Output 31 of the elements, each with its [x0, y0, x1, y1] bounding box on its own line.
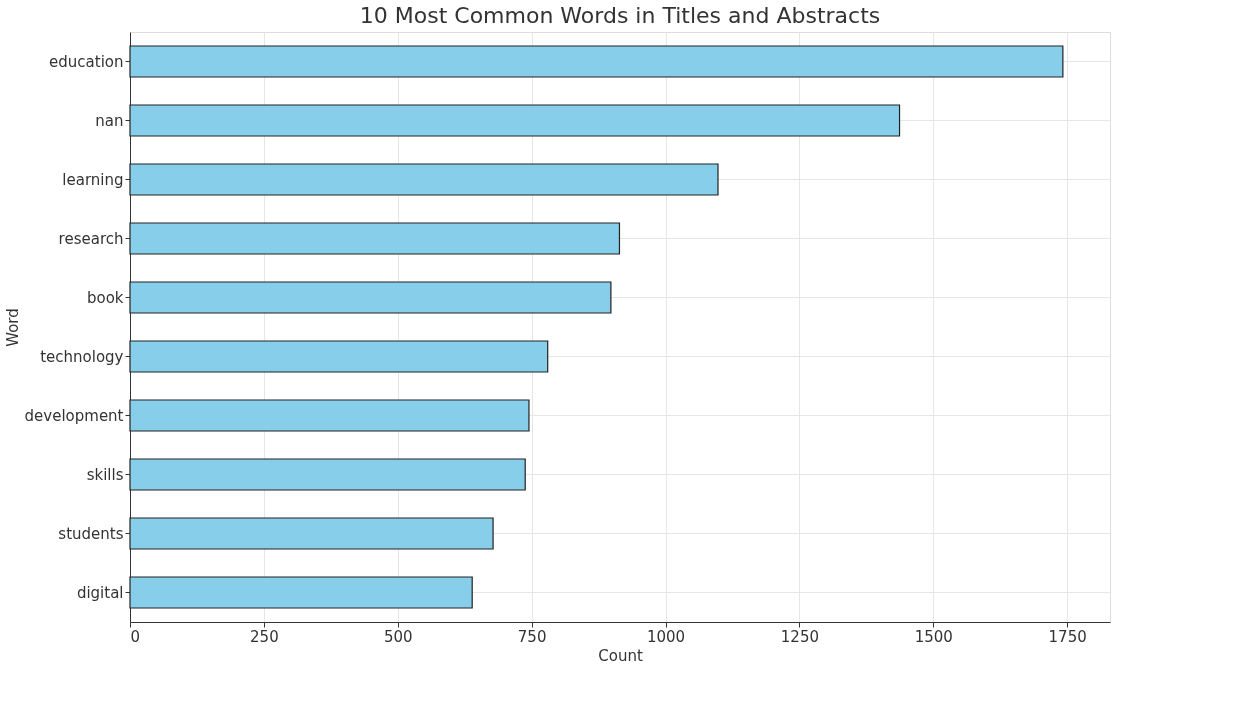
y-tick-label: technology — [40, 347, 124, 366]
chart-title: 10 Most Common Words in Titles and Abstracts — [359, 3, 881, 28]
x-tick-label: 1500 — [914, 627, 953, 646]
x-axis-title: Count — [598, 646, 643, 665]
y-tick-label: book — [86, 288, 124, 307]
x-tick-label: 750 — [517, 627, 547, 646]
bar — [129, 340, 549, 373]
y-tick-label: research — [58, 229, 124, 248]
bar — [129, 104, 901, 137]
bar — [129, 281, 612, 314]
y-tick-label: education — [49, 52, 124, 71]
y-tick-label: nan — [95, 111, 124, 130]
bar — [129, 163, 719, 196]
bar — [129, 517, 494, 550]
bar — [129, 458, 526, 491]
x-tick-label: 0 — [130, 627, 141, 646]
y-axis-title: Word — [3, 308, 22, 347]
x-tick-label: 250 — [250, 627, 279, 646]
y-tick-label: development — [24, 406, 124, 425]
y-tick-label: students — [58, 524, 124, 543]
x-tick-label: 1750 — [1048, 627, 1087, 646]
x-tick-label: 1250 — [780, 627, 819, 646]
bar — [129, 576, 473, 609]
bar — [129, 45, 1064, 78]
y-tick-label: learning — [62, 170, 124, 189]
y-tick-label: skills — [86, 465, 124, 484]
x-tick-label: 500 — [383, 627, 413, 646]
bar — [129, 399, 530, 432]
bar — [129, 222, 621, 255]
x-tick-label: 1000 — [646, 627, 686, 646]
y-tick-label: digital — [76, 583, 124, 602]
